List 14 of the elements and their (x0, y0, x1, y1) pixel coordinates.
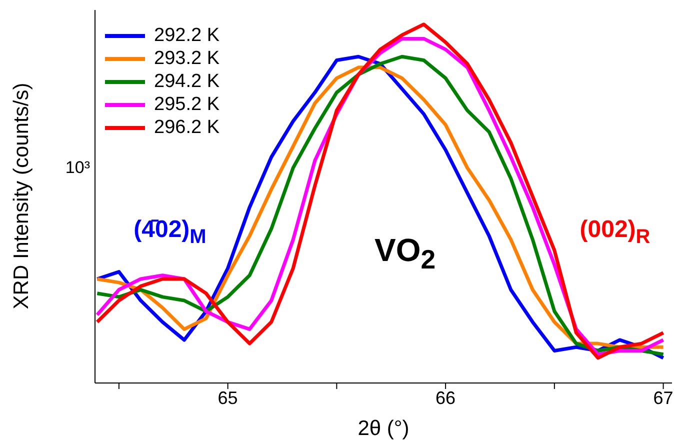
legend-label: 295.2 K (154, 93, 220, 116)
legend-label: 292.2 K (154, 24, 220, 47)
legend-label: 294.2 K (154, 70, 220, 93)
x-axis-title: 2θ (°) (358, 417, 410, 440)
legend-label: 296.2 K (154, 116, 220, 139)
annotation: (002)$_{R}$ (580, 216, 650, 249)
annotation: (4̄02)$_{M}$ (134, 216, 206, 249)
y-axis-title: XRD Intensity (counts/s) (10, 82, 34, 310)
legend-label: 293.2 K (154, 47, 220, 70)
x-tick-label: 67 (653, 388, 674, 408)
x-tick-label: 65 (218, 388, 238, 408)
text: 10³ (65, 158, 90, 178)
x-tick-label: 66 (436, 388, 456, 408)
annotation: VO$_{2}$ (374, 232, 436, 276)
